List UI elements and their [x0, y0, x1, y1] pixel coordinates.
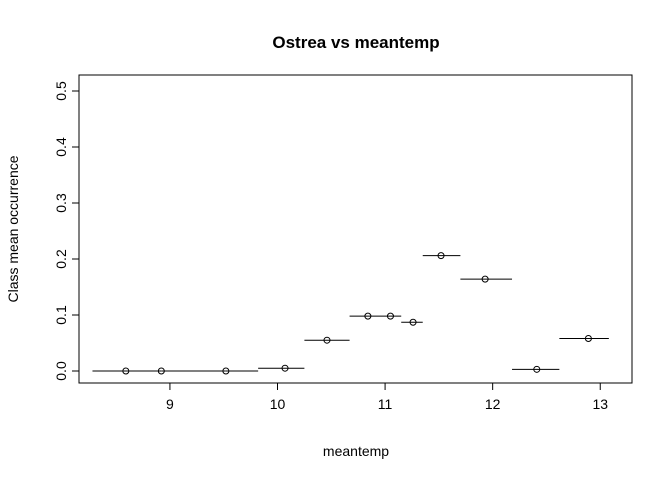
x-tick-label: 12 — [485, 396, 501, 412]
x-tick-label: 9 — [166, 396, 174, 412]
data-marks — [92, 252, 609, 375]
data-point — [364, 312, 372, 320]
data-point — [533, 365, 541, 373]
y-axis: 0.0 0.1 0.2 0.3 0.4 0.5 — [53, 81, 80, 381]
data-point — [281, 364, 289, 372]
data-point — [157, 367, 165, 375]
data-point — [409, 318, 417, 326]
x-axis-label: meantemp — [323, 443, 389, 459]
data-point — [584, 335, 592, 343]
y-tick-label: 0.2 — [53, 249, 69, 269]
y-axis-label: Class mean occurrence — [5, 155, 21, 302]
y-tick-label: 0.0 — [53, 361, 69, 381]
data-point — [222, 367, 230, 375]
y-tick-label: 0.3 — [53, 193, 69, 213]
x-tick-label: 13 — [592, 396, 608, 412]
y-tick-label: 0.5 — [53, 81, 69, 101]
chart-title: Ostrea vs meantemp — [272, 33, 439, 52]
data-point — [122, 367, 130, 375]
x-tick-label: 10 — [270, 396, 286, 412]
x-axis: 9 10 11 12 13 — [166, 382, 608, 412]
data-point — [437, 252, 445, 260]
x-tick-label: 11 — [378, 396, 393, 412]
data-point — [386, 312, 394, 320]
y-tick-label: 0.1 — [53, 305, 69, 325]
data-point — [481, 275, 489, 283]
data-point — [323, 336, 331, 344]
y-tick-label: 0.4 — [53, 137, 69, 157]
